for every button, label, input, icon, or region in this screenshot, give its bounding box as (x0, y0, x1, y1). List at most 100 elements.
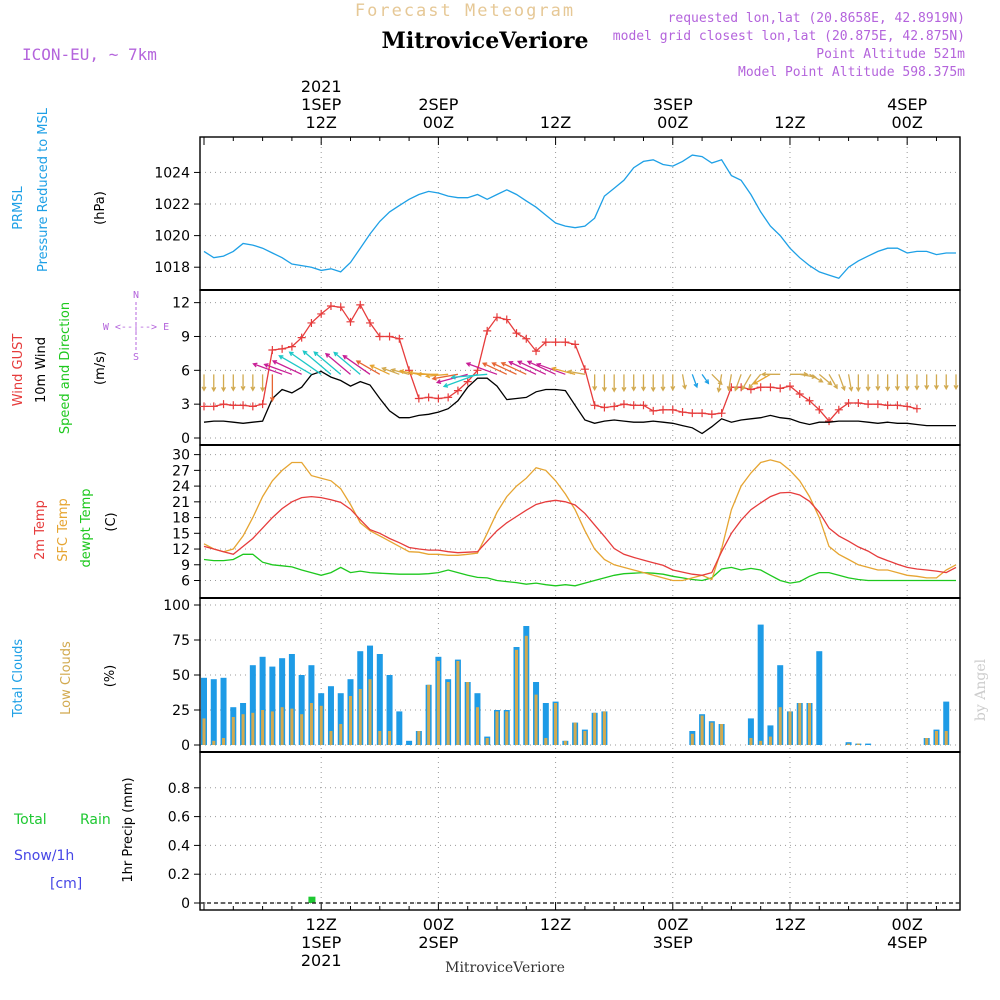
total-cloud-bar (337, 693, 344, 745)
gust-point (453, 386, 462, 395)
y-tick-label-2: 30 (172, 448, 190, 464)
gust-point (297, 333, 306, 342)
temp-label-sfc: SFC Temp (56, 498, 71, 562)
low-cloud-bar (358, 689, 362, 745)
wind-arrow (288, 351, 322, 375)
gust-point (707, 410, 716, 419)
gust-point (678, 408, 687, 417)
gust-point (502, 315, 511, 324)
gust-point (873, 400, 882, 409)
gust-point (717, 409, 726, 418)
precip-legend-snow: Snow/1h (14, 848, 74, 864)
low-cloud-bar (690, 733, 694, 745)
wind-arrow (670, 374, 676, 392)
wind-arrow (716, 374, 723, 393)
total-cloud-bar (943, 701, 950, 745)
wind-arrow (847, 374, 854, 392)
gust-point (629, 401, 638, 410)
gust-point (805, 396, 814, 405)
wind-label-gust: Wind GUST (11, 334, 26, 407)
wind-arrow (201, 374, 207, 392)
gust-point (522, 334, 531, 343)
wind-arrow (875, 374, 881, 392)
y-tick-label-3: 75 (172, 633, 190, 649)
model-label: ICON-EU, ~ 7km (22, 45, 157, 64)
low-cloud-bar (710, 722, 714, 745)
low-cloud-bar (446, 682, 450, 745)
wind-arrow (526, 360, 556, 375)
time-label-bottom: 00Z (657, 915, 688, 934)
total-cloud-bar (767, 725, 774, 745)
low-cloud-bar (222, 738, 226, 745)
gust-point (610, 402, 619, 411)
low-cloud-bar (808, 703, 812, 745)
total-cloud-bar (327, 686, 334, 745)
y-tick-label-3: 0 (181, 738, 190, 754)
model-altitude: Model Point Altitude 598.375m (738, 65, 965, 80)
y-tick-label-4: 0.4 (168, 838, 190, 854)
low-cloud-bar (544, 738, 548, 745)
low-cloud-bar (280, 707, 284, 745)
low-cloud-bar (378, 731, 382, 745)
cloud-label-unit: (%) (103, 665, 118, 688)
total-cloud-bar (376, 654, 383, 745)
y-tick-label-4: 0.2 (168, 867, 190, 883)
y-tick-label-2: 18 (172, 511, 190, 527)
wind-arrow (465, 362, 498, 375)
low-cloud-bar (348, 696, 352, 745)
wind-arrow (355, 360, 381, 375)
time-label-top: 2021 (301, 77, 342, 96)
gust-point (571, 340, 580, 349)
total-cloud-bar (747, 718, 754, 745)
low-cloud-bar (554, 703, 558, 745)
time-label-bottom: 00Z (423, 915, 454, 934)
total-cloud-bar (288, 654, 295, 745)
low-cloud-bar (495, 711, 499, 745)
gust-point (317, 309, 326, 318)
low-cloud-bar (856, 743, 860, 745)
wind-arrow (269, 374, 275, 403)
wind-label-unit: (m/s) (93, 351, 108, 385)
low-cloud-bar (788, 711, 792, 745)
gust-point (903, 402, 912, 411)
gust-point (375, 332, 384, 341)
low-cloud-bar (749, 738, 753, 745)
y-tick-label-2: 24 (172, 479, 190, 495)
gust-point (248, 402, 257, 411)
time-label-bottom: 1SEP (301, 933, 341, 952)
rain-bar (308, 896, 316, 903)
location-title: MitroviceVeriore (382, 28, 589, 54)
gust-point (766, 383, 775, 392)
wind-arrow (369, 364, 390, 375)
footer-location: MitroviceVeriore (445, 960, 565, 976)
gust-point (336, 303, 345, 312)
y-tick-label-2: 12 (172, 542, 190, 558)
gust-point (844, 399, 853, 408)
precip-legend-cm: [cm] (50, 876, 82, 892)
low-cloud-bar (251, 712, 255, 745)
y-tick-label-2: 6 (181, 574, 190, 590)
time-label-top: 1SEP (301, 95, 341, 114)
low-cloud-bar (505, 711, 509, 745)
wind-arrow (250, 374, 256, 392)
wind-arrow (818, 373, 833, 386)
low-cloud-bar (436, 661, 440, 745)
time-label-top: 00Z (423, 113, 454, 132)
low-cloud-bar (270, 711, 274, 745)
watermark: by Angel (973, 658, 989, 721)
low-cloud-bar (417, 731, 421, 745)
gust-point (356, 300, 365, 309)
precip-legend-total: Total (13, 812, 47, 828)
time-label-bottom: 2021 (301, 951, 342, 970)
gust-point (229, 401, 238, 410)
gust-point (512, 329, 521, 338)
wind-arrow (894, 374, 900, 392)
wind-arrow (535, 362, 566, 375)
gust-point (424, 393, 433, 402)
low-cloud-bar (934, 731, 938, 745)
wind-arrow (342, 354, 371, 375)
y-tick-label-4: 0 (181, 896, 190, 912)
wind-arrow (324, 352, 351, 375)
gust-point (346, 317, 355, 326)
temp-label-unit: (C) (104, 512, 119, 531)
